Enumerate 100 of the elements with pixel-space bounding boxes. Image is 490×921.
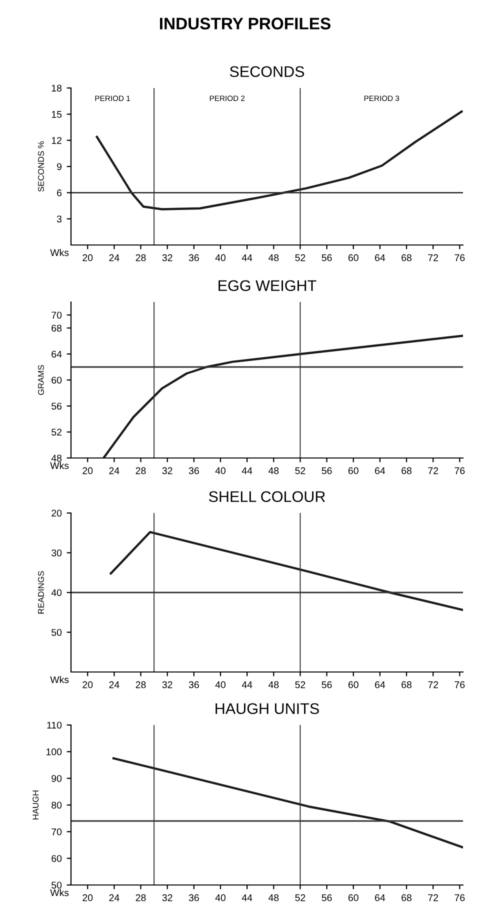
y-tick-label: 60: [52, 855, 62, 862]
x-tick-label: 40: [215, 254, 226, 262]
y-tick-label: 64: [52, 350, 62, 358]
y-tick-label: 52: [52, 428, 62, 436]
chart-title: HAUGH UNITS: [216, 703, 319, 714]
chart-title: INDUSTRY PROFILES: [160, 18, 330, 30]
x-tick-label: 60: [348, 681, 358, 688]
y-axis-title: GRAMS: [38, 365, 44, 395]
x-tick-label: 68: [402, 894, 412, 902]
x-tick-label: 20: [82, 681, 93, 688]
x-tick-label: 20: [82, 894, 93, 902]
x-axis-title: Wks: [50, 889, 69, 896]
line-series: [96, 110, 463, 210]
x-tick-label: 64: [375, 254, 386, 262]
x-tick-label: 32: [162, 467, 172, 474]
x-axis-title: Wks: [50, 248, 69, 256]
y-tick-label: 12: [52, 137, 62, 144]
y-tick-label: 68: [52, 324, 62, 332]
x-tick-label: 60: [348, 894, 358, 902]
x-tick-label: 68: [402, 467, 412, 474]
x-tick-label: 72: [428, 894, 438, 902]
y-tick-label: 110: [47, 722, 62, 729]
x-tick-label: 48: [268, 894, 279, 902]
y-axis-title: READINGS: [38, 571, 44, 614]
y-tick-label: 6: [57, 189, 62, 196]
y-tick-label: 20: [52, 510, 62, 517]
y-tick-label: 90: [52, 775, 62, 782]
x-tick-label: 56: [322, 467, 332, 474]
y-tick-label: 56: [52, 402, 62, 410]
x-tick-label: 76: [454, 467, 465, 474]
x-tick-label: 64: [375, 681, 386, 688]
y-tick-label: 50: [52, 882, 62, 889]
x-tick-label: 28: [136, 467, 146, 474]
y-tick-label: 30: [52, 549, 62, 556]
x-tick-label: 36: [188, 894, 199, 902]
x-tick-label: 44: [242, 254, 252, 262]
x-tick-label: 68: [402, 681, 412, 688]
x-tick-label: 76: [454, 254, 465, 262]
x-tick-label: 36: [188, 681, 199, 688]
x-tick-label: 44: [242, 467, 252, 474]
x-tick-label: 48: [268, 467, 279, 474]
x-tick-label: 52: [295, 894, 306, 902]
x-tick-label: 20: [82, 467, 93, 474]
x-axis-title: Wks: [50, 676, 69, 684]
y-tick-label: 70: [52, 828, 62, 836]
x-tick-label: 60: [348, 467, 358, 474]
chart-title: EGG WEIGHT: [218, 280, 316, 292]
y-tick-label: 9: [57, 163, 62, 170]
x-tick-label: 48: [268, 254, 279, 262]
x-tick-label: 28: [136, 681, 146, 688]
x-tick-label: 32: [162, 254, 172, 262]
x-tick-label: 76: [454, 894, 465, 902]
y-tick-label: 100: [46, 748, 62, 756]
x-tick-label: 20: [82, 254, 93, 262]
x-tick-label: 44: [242, 681, 252, 688]
x-tick-label: 28: [136, 894, 146, 902]
y-tick-label: 15: [52, 111, 62, 118]
x-tick-label: 64: [375, 467, 386, 474]
x-tick-label: 40: [215, 467, 226, 474]
y-axis-title: HAUGH: [32, 790, 39, 820]
x-axis-title: Wks: [50, 462, 69, 470]
y-tick-label: 3: [56, 216, 62, 222]
x-tick-label: 32: [162, 894, 172, 902]
y-tick-label: 18: [52, 84, 62, 92]
x-tick-label: 56: [322, 894, 332, 902]
x-tick-label: 36: [188, 254, 199, 262]
x-tick-label: 48: [268, 681, 279, 688]
x-tick-label: 28: [136, 254, 146, 262]
line-series: [112, 757, 463, 849]
x-tick-label: 36: [188, 467, 199, 474]
x-tick-label: 72: [428, 467, 438, 474]
x-tick-label: 72: [428, 254, 438, 262]
chart-subtitle: SECONDS: [230, 66, 304, 78]
x-tick-label: 56: [322, 254, 332, 262]
x-tick-label: 64: [375, 894, 386, 902]
x-tick-label: 44: [242, 894, 252, 902]
x-tick-label: 72: [428, 681, 438, 688]
x-tick-label: 60: [348, 254, 358, 262]
x-tick-label: 56: [322, 681, 332, 688]
y-tick-label: 40: [51, 589, 62, 596]
x-tick-label: 24: [109, 681, 120, 688]
x-tick-label: 24: [109, 467, 120, 474]
y-tick-label: 60: [52, 376, 62, 384]
x-tick-label: 40: [215, 894, 226, 902]
y-tick-label: 70: [52, 312, 62, 319]
x-tick-label: 32: [162, 681, 172, 688]
y-tick-label: 50: [52, 628, 62, 636]
x-tick-label: 68: [402, 254, 412, 262]
x-tick-label: 24: [109, 894, 120, 902]
x-tick-label: 24: [109, 254, 120, 262]
y-tick-label: 48: [51, 454, 62, 462]
x-tick-label: 52: [295, 254, 306, 262]
y-tick-label: 80: [52, 802, 62, 809]
y-axis-title: SECONDS %: [38, 141, 44, 192]
chart-title: SHELL COLOUR: [208, 491, 326, 502]
line-series: [102, 334, 463, 458]
x-tick-label: 52: [295, 467, 306, 474]
x-tick-label: 40: [215, 681, 226, 688]
x-tick-label: 76: [454, 681, 465, 688]
x-tick-label: 52: [295, 681, 306, 688]
